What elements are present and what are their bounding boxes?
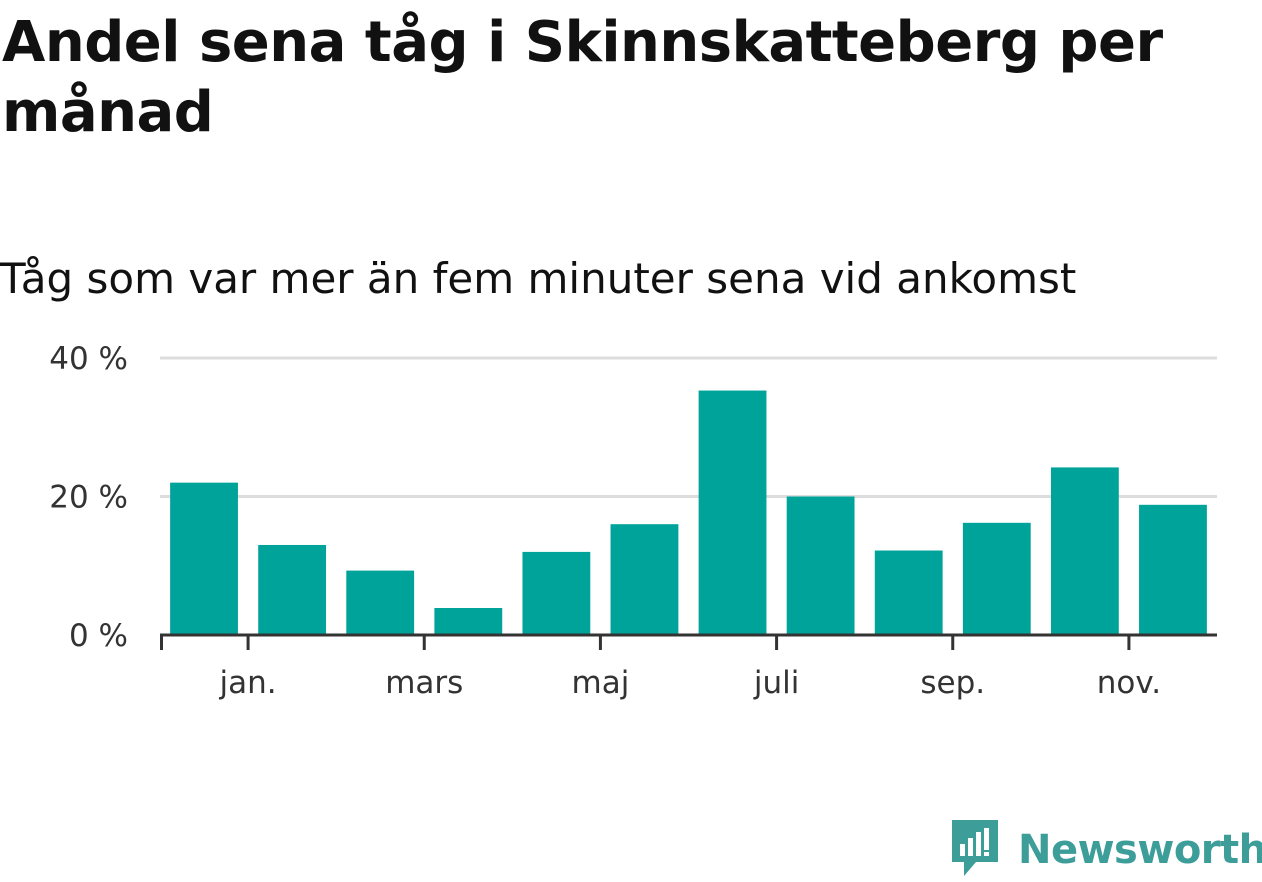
bar	[874, 550, 943, 635]
chart-title: Andel sena tåg i Skinnskatteberg per mån…	[2, 10, 1163, 145]
bar	[1050, 467, 1119, 635]
x-axis	[160, 633, 1217, 650]
bar	[170, 482, 238, 635]
bar	[346, 570, 415, 635]
brand-name: Newsworthy	[1018, 827, 1262, 873]
y-tick-label: 40 %	[49, 341, 128, 377]
newsworthy-logo-icon	[950, 818, 1000, 882]
bar-chart: 0 % 20 % 40 % jan. mars maj juli sep. nov.	[49, 341, 1217, 701]
x-tick-label: sep.	[920, 665, 985, 701]
x-tick-label: mars	[385, 665, 463, 701]
bar	[1139, 504, 1207, 635]
x-tick-label: maj	[572, 665, 630, 701]
brand-logo: Newsworthy	[950, 818, 1262, 882]
y-tick-label: 0 %	[69, 618, 128, 654]
bar	[698, 390, 767, 635]
bars	[170, 390, 1207, 635]
bar	[962, 522, 1031, 635]
bar	[434, 607, 503, 635]
bar	[522, 551, 591, 635]
gridlines	[160, 356, 1217, 498]
x-axis-labels: jan. mars maj juli sep. nov.	[219, 665, 1162, 701]
x-tick-label: jan.	[219, 665, 277, 701]
bar	[610, 524, 679, 635]
x-tick-label: nov.	[1097, 665, 1161, 701]
y-axis-labels: 0 % 20 % 40 %	[49, 341, 128, 654]
x-tick-label: juli	[753, 665, 800, 701]
chart-subtitle: Tåg som var mer än fem minuter sena vid …	[0, 254, 1077, 303]
bar	[258, 544, 327, 635]
y-tick-label: 20 %	[49, 480, 128, 516]
bar	[786, 496, 855, 635]
